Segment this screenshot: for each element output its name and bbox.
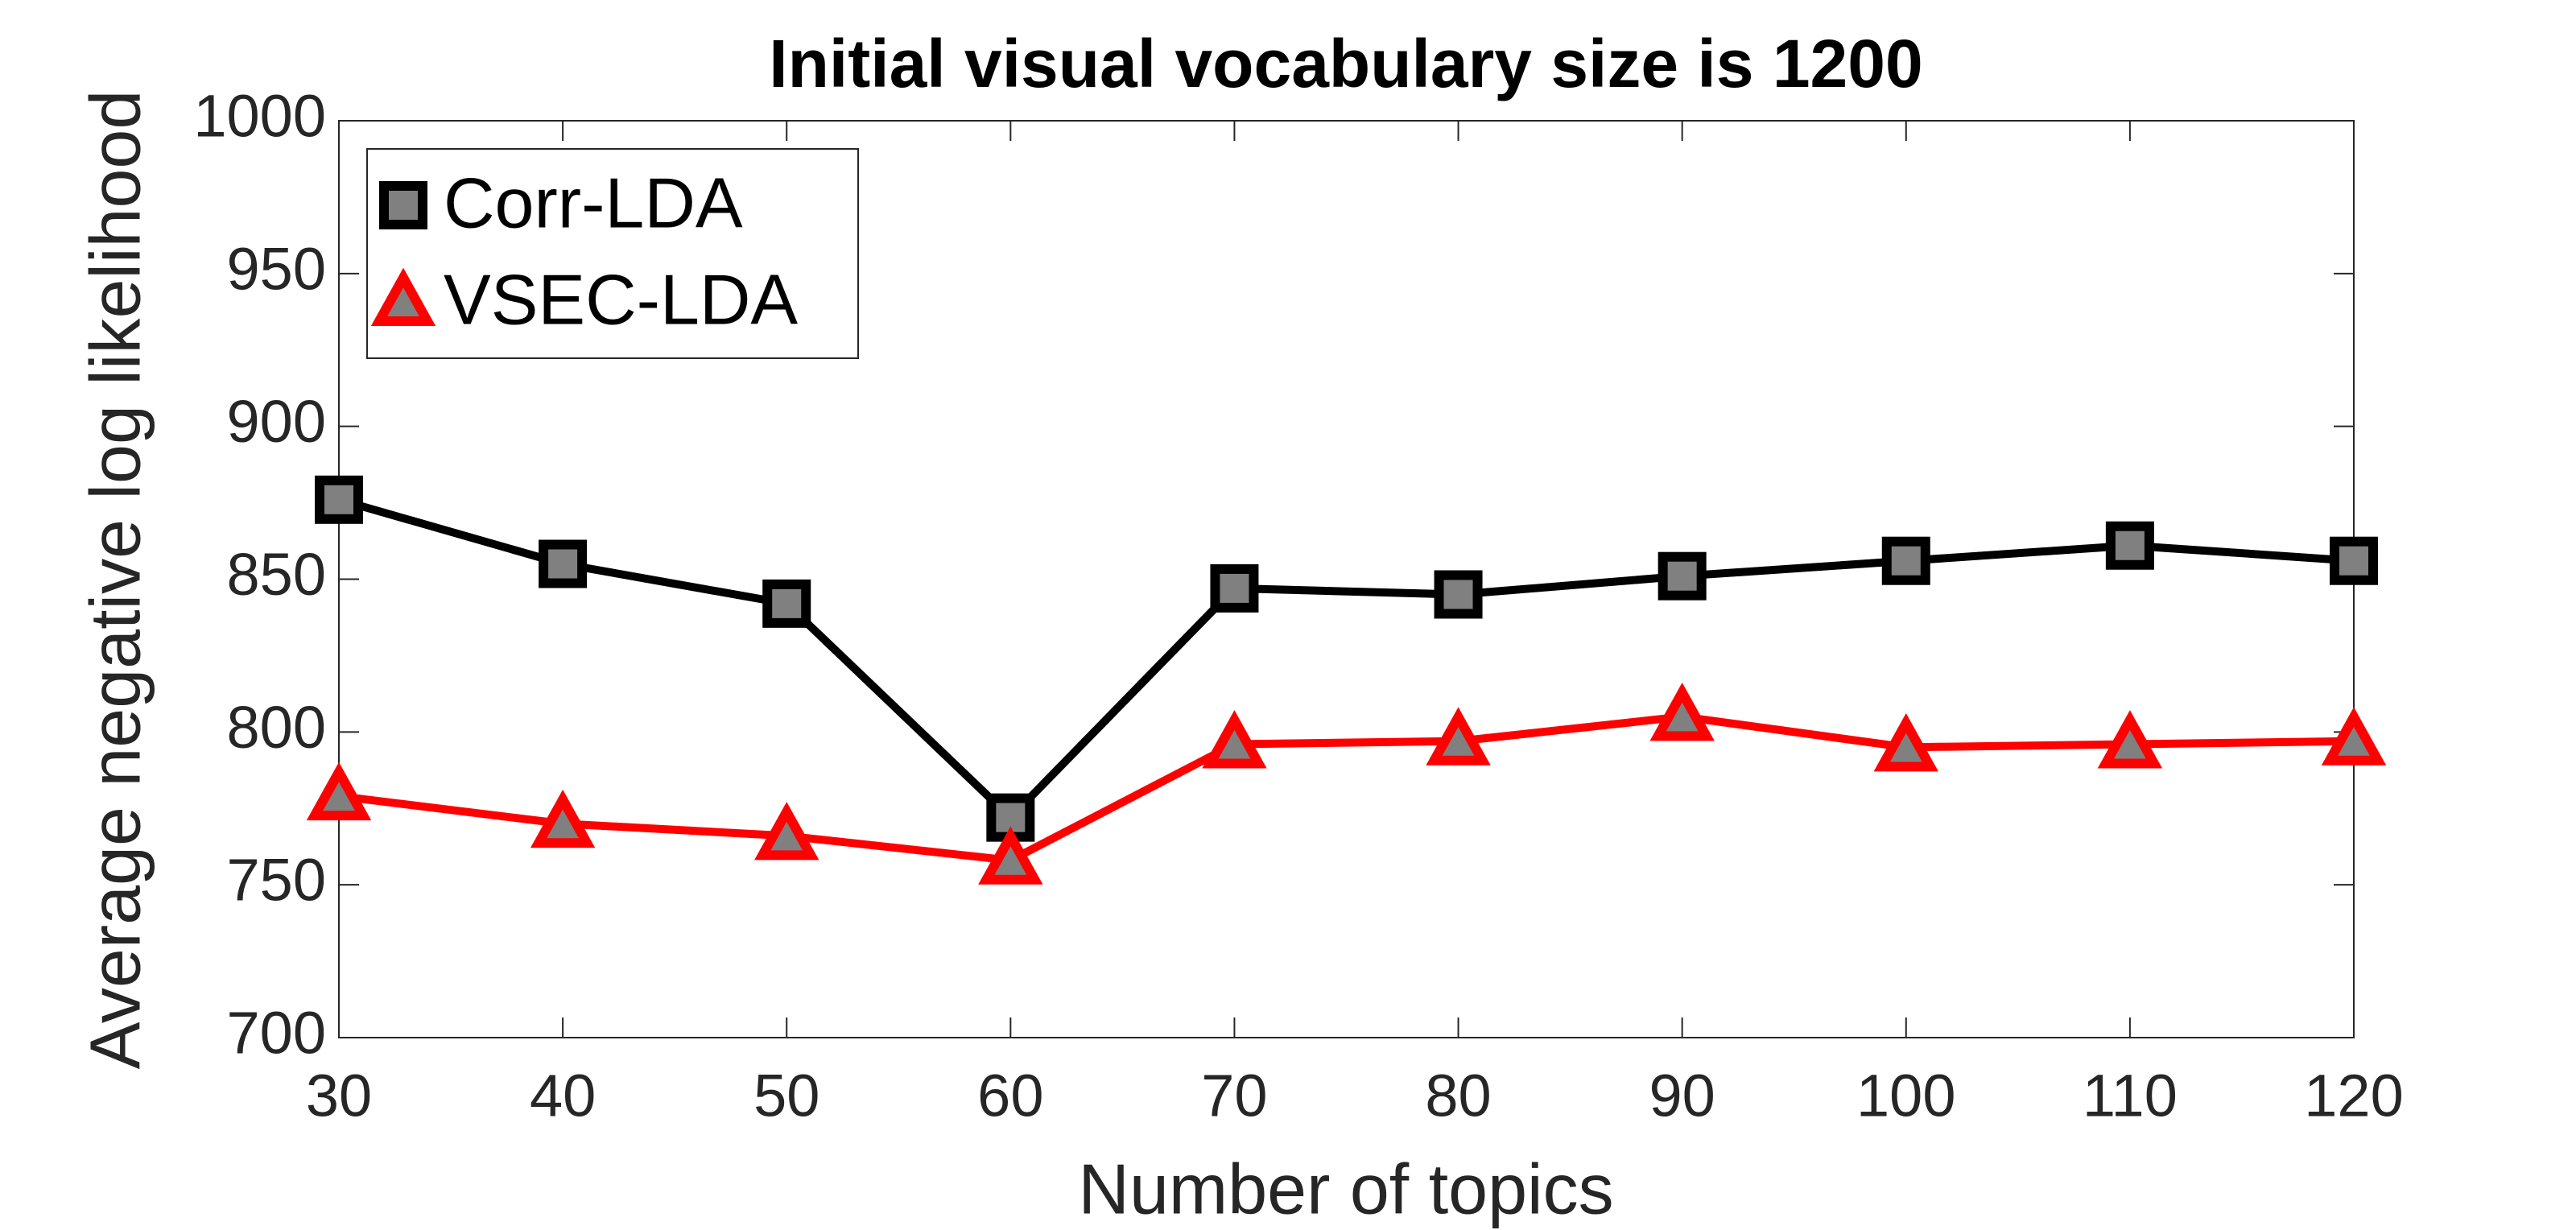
data-point — [2097, 710, 2163, 769]
y-tick-label: 800 — [227, 694, 326, 761]
series-line — [338, 712, 2355, 865]
legend-marker — [370, 267, 436, 326]
legend-label: Corr-LDA — [444, 163, 743, 242]
data-point — [306, 762, 372, 821]
y-tick-label: 700 — [227, 1000, 326, 1067]
x-tick-label: 80 — [1425, 1063, 1491, 1129]
data-point — [1426, 707, 1491, 766]
x-tick-label: 90 — [1649, 1063, 1715, 1129]
data-point — [2105, 521, 2154, 570]
y-tick-label: 850 — [227, 541, 326, 608]
data-point — [978, 826, 1043, 885]
legend-marker — [379, 181, 427, 229]
x-axis-label: Number of topics — [1078, 1149, 1613, 1228]
data-point — [2321, 707, 2387, 766]
data-point — [1202, 710, 1267, 769]
data-point — [1210, 563, 1259, 613]
y-tick-label: 900 — [227, 388, 326, 455]
x-tick-label: 120 — [2304, 1063, 2403, 1129]
data-point — [315, 475, 363, 524]
series-line — [337, 495, 2355, 822]
legend-box — [366, 148, 859, 359]
y-axis-label: Average negative log likelihood — [75, 90, 155, 1070]
x-tick-label: 100 — [1856, 1063, 1955, 1129]
data-point — [1434, 570, 1483, 619]
y-tick-label: 950 — [227, 235, 326, 302]
x-tick-label: 50 — [753, 1063, 819, 1129]
data-point — [1881, 536, 1930, 585]
chart-title: Initial visual vocabulary size is 1200 — [769, 26, 1922, 101]
y-tick-label: 1000 — [193, 83, 326, 150]
x-tick-label: 70 — [1201, 1063, 1267, 1129]
data-point — [1657, 551, 1707, 601]
data-point — [539, 539, 588, 588]
x-tick-label: 40 — [530, 1063, 596, 1129]
data-point — [530, 789, 596, 848]
x-tick-label: 110 — [2083, 1063, 2178, 1129]
data-point — [1873, 712, 1938, 772]
data-point — [1649, 682, 1715, 741]
x-tick-label: 30 — [306, 1063, 372, 1129]
y-tick-label: 750 — [227, 847, 326, 914]
legend-label: VSEC-LDA — [444, 259, 798, 339]
x-tick-label: 60 — [977, 1063, 1043, 1129]
data-point — [2330, 536, 2378, 585]
data-point — [754, 802, 819, 861]
data-point — [762, 579, 811, 628]
